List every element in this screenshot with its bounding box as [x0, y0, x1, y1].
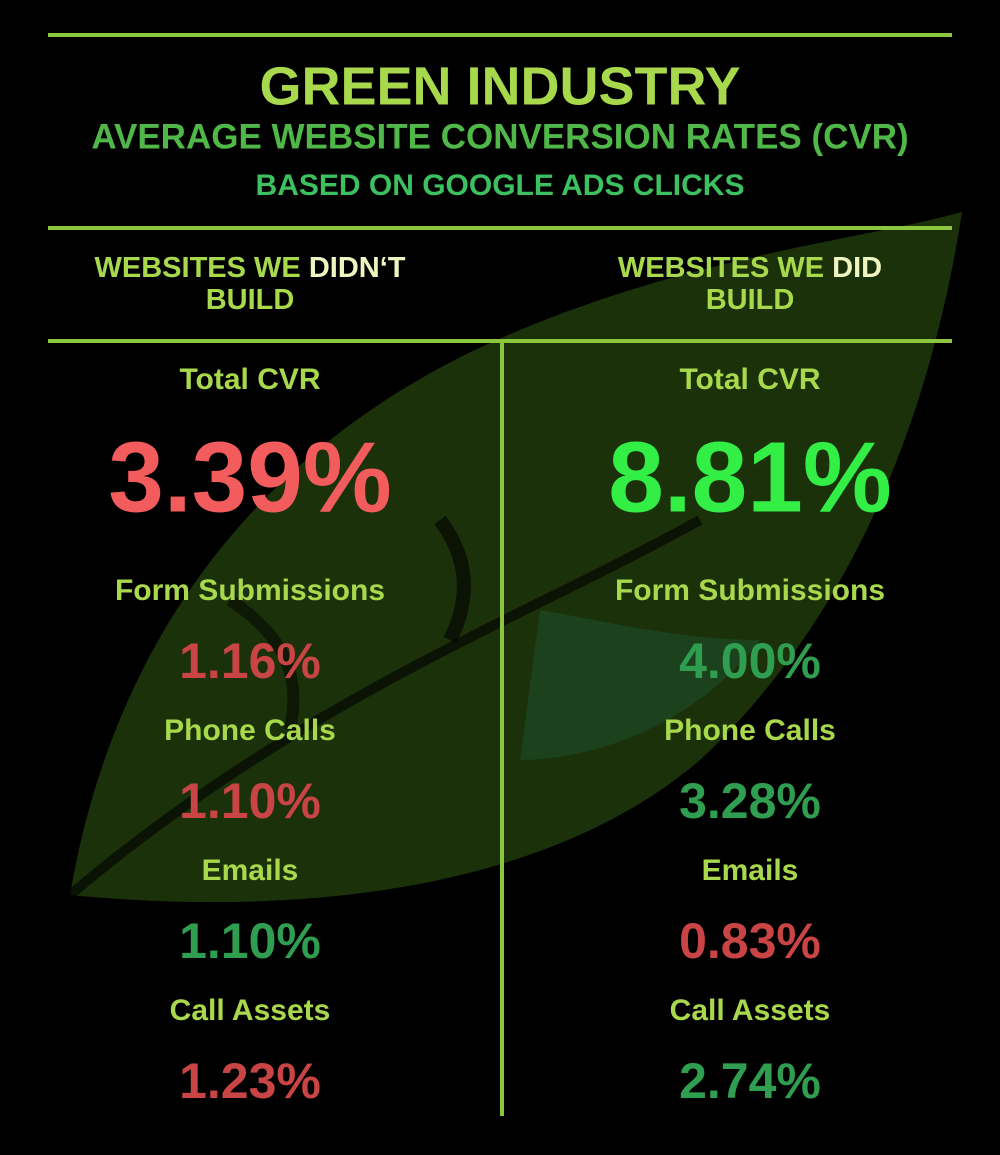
metric-value: 1.10%: [179, 773, 321, 829]
total-value: 8.81%: [608, 421, 892, 533]
leaf-background: [66, 212, 962, 903]
total-label: Total CVR: [679, 363, 820, 396]
subtitle: AVERAGE WEBSITE CONVERSION RATES (CVR): [91, 117, 908, 156]
metric-label: Call Assets: [670, 994, 831, 1027]
title: GREEN INDUSTRY: [259, 56, 740, 116]
metric-label: Emails: [202, 854, 299, 887]
metric-value: 1.16%: [179, 633, 321, 689]
heading-part: DIDN‘T: [309, 252, 406, 284]
metric-label: Phone Calls: [664, 714, 836, 747]
column-heading: WEBSITES WE DIDN‘T BUILD: [95, 252, 406, 316]
metric-value: 0.83%: [679, 913, 821, 969]
metric-value: 1.23%: [179, 1053, 321, 1109]
heading-part: WEBSITES WE: [95, 252, 301, 284]
heading-part: BUILD: [706, 284, 795, 316]
metric-value: 4.00%: [679, 633, 821, 689]
metric-label: Form Submissions: [615, 574, 885, 607]
total-label: Total CVR: [179, 363, 320, 396]
heading-part: BUILD: [206, 284, 295, 316]
metric-label: Call Assets: [170, 994, 331, 1027]
heading-part: WEBSITES WE: [618, 252, 824, 284]
metric-value: 3.28%: [679, 773, 821, 829]
metric-label: Emails: [702, 854, 799, 887]
heading-part: DID: [832, 252, 882, 284]
metric-label: Form Submissions: [115, 574, 385, 607]
metric-label: Phone Calls: [164, 714, 336, 747]
metric-value: 1.10%: [179, 913, 321, 969]
total-value: 3.39%: [108, 421, 392, 533]
column-heading: WEBSITES WE DID BUILD: [618, 252, 882, 316]
note: BASED ON GOOGLE ADS CLICKS: [256, 169, 745, 202]
metric-value: 2.74%: [679, 1053, 821, 1109]
